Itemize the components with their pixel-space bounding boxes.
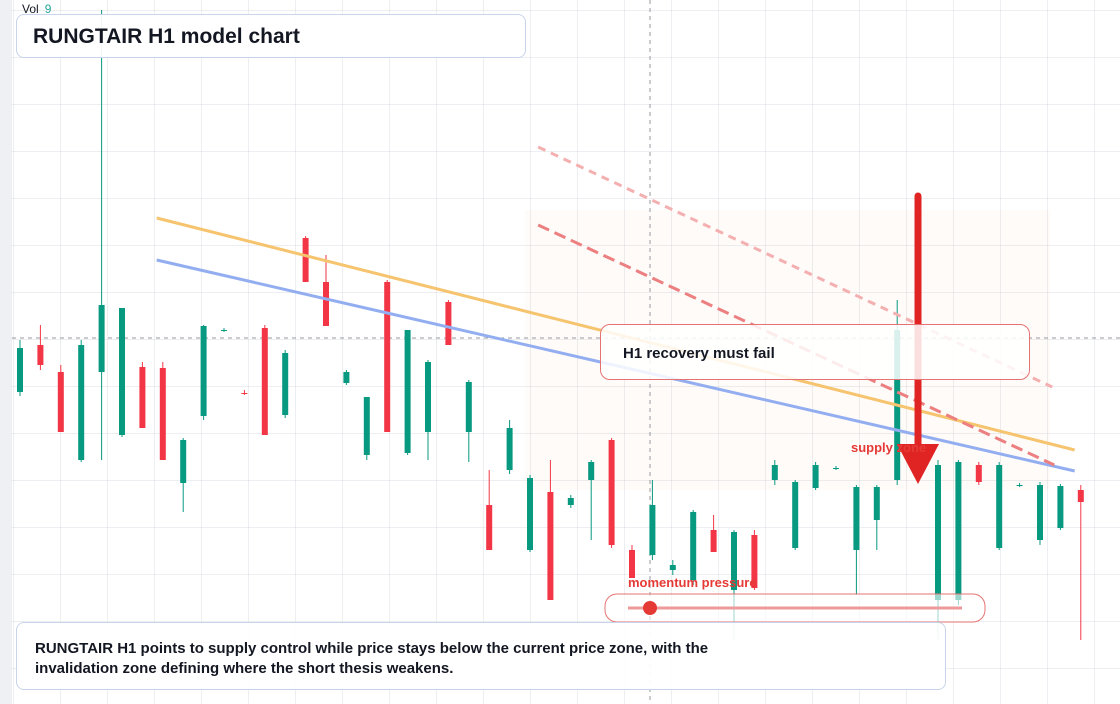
- trendline: [537, 223, 1055, 467]
- candle-body: [710, 530, 717, 552]
- candle-body: [139, 367, 146, 428]
- candle-body: [404, 330, 411, 453]
- candle-body: [812, 465, 819, 488]
- candle-body: [200, 326, 207, 416]
- candle-body: [629, 550, 635, 578]
- candle-body: [282, 353, 289, 415]
- candle-body: [221, 330, 227, 331]
- candle-body: [302, 238, 309, 282]
- description: RUNGTAIR H1 points to supply control whi…: [16, 622, 946, 690]
- description-text: RUNGTAIR H1 points to supply control whi…: [35, 640, 709, 677]
- candle-body: [343, 372, 350, 383]
- left-edge: [0, 0, 12, 704]
- candle-body: [323, 282, 329, 326]
- candle-body: [180, 440, 187, 483]
- volume-legend: Vol 9: [22, 2, 51, 16]
- candle-body: [261, 328, 268, 435]
- candle-body: [588, 462, 595, 480]
- candle-body: [1016, 485, 1023, 486]
- candle-body: [37, 345, 44, 365]
- candle-body: [384, 282, 391, 432]
- candle-body: [486, 505, 493, 550]
- volume-value: 9: [44, 2, 52, 16]
- candle-body: [527, 478, 533, 550]
- trendline: [537, 145, 1053, 389]
- candle-body: [445, 302, 452, 345]
- supply-zone-label: supply zone: [851, 440, 927, 455]
- callout: H1 recovery must fail: [600, 324, 1030, 380]
- momentum-dot: [643, 601, 657, 615]
- candle-body: [669, 565, 676, 570]
- candle-body: [17, 348, 23, 392]
- candle-body: [833, 468, 839, 469]
- candle-body: [1077, 490, 1084, 502]
- candle-body: [547, 492, 554, 600]
- candle-body: [751, 535, 758, 588]
- arrow-head: [897, 444, 939, 484]
- candle-body: [241, 393, 248, 394]
- candle-body: [608, 440, 615, 545]
- candle-body: [873, 487, 880, 520]
- candle-body: [955, 462, 962, 600]
- candle-body: [159, 368, 166, 460]
- candle-body: [506, 428, 513, 470]
- candle-body: [567, 498, 574, 505]
- momentum-label: momentum pressure: [628, 575, 757, 590]
- candle-body: [119, 308, 125, 435]
- candle-body: [1057, 486, 1064, 528]
- candle-body: [690, 512, 697, 580]
- candle-body: [996, 465, 1003, 548]
- volume-label: Vol: [22, 2, 39, 16]
- candle-body: [853, 487, 860, 550]
- candle-body: [425, 362, 431, 432]
- candle-body: [98, 305, 105, 372]
- candle-body: [78, 345, 85, 460]
- candle-body: [792, 482, 799, 548]
- candle-body: [363, 397, 370, 455]
- candle-body: [731, 532, 737, 590]
- candle-body: [935, 465, 941, 600]
- candle-body: [57, 372, 64, 432]
- chart-title: RUNGTAIR H1 model chart: [16, 14, 526, 58]
- candle-body: [771, 465, 778, 480]
- candle-body: [975, 465, 982, 482]
- candle-body: [649, 505, 656, 555]
- candle-body: [1037, 485, 1043, 540]
- candle-body: [465, 382, 472, 432]
